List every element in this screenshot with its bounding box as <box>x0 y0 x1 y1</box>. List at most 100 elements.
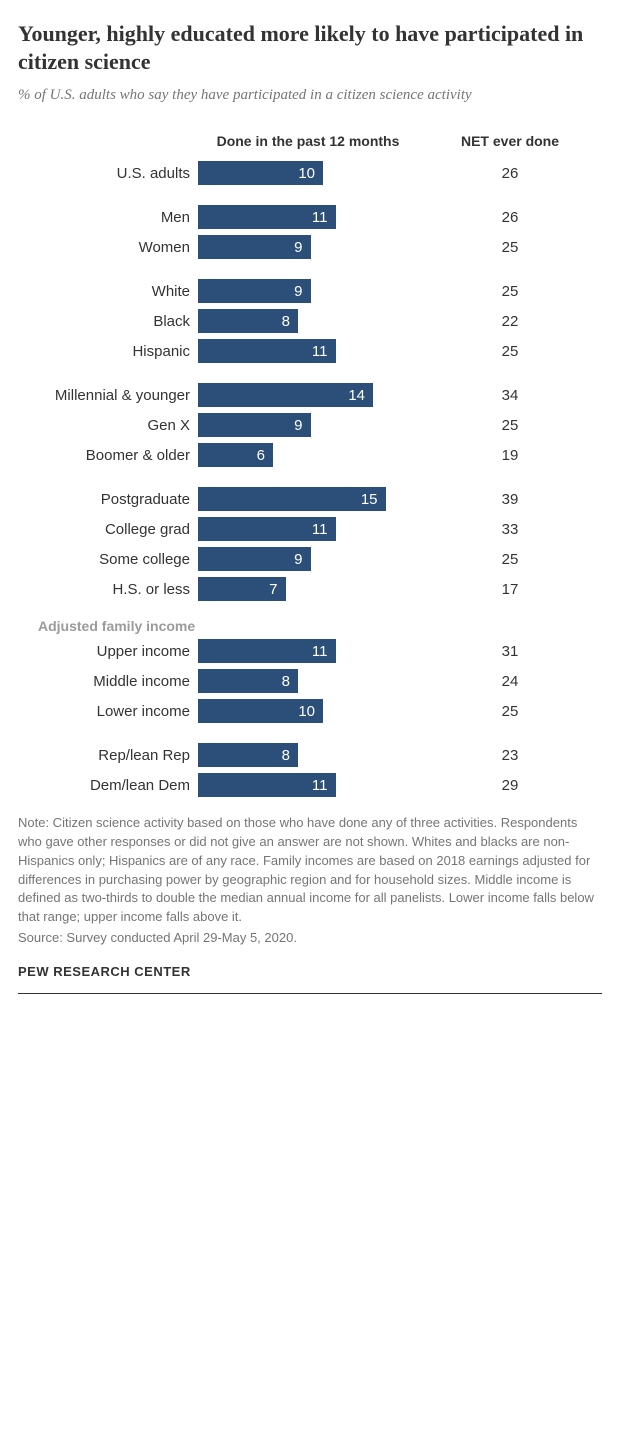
bar-value: 6 <box>257 447 265 464</box>
bar-value: 11 <box>312 343 328 360</box>
bar-value: 10 <box>298 703 315 720</box>
col1-header: Done in the past 12 months <box>198 133 418 150</box>
bar-value: 9 <box>294 239 302 256</box>
bar-cell: 7 <box>198 576 418 602</box>
net-value: 29 <box>418 777 602 794</box>
chart-footer: PEW RESEARCH CENTER <box>18 964 602 979</box>
chart-title: Younger, highly educated more likely to … <box>18 20 602 75</box>
chart-row: Upper income1131 <box>18 636 602 666</box>
chart-source: Source: Survey conducted April 29-May 5,… <box>18 929 602 948</box>
col2-header: NET ever done <box>418 133 602 150</box>
row-label: Millennial & younger <box>18 387 198 404</box>
net-value: 26 <box>418 165 602 182</box>
bar-cell: 11 <box>198 516 418 542</box>
bar-cell: 11 <box>198 204 418 230</box>
bar-value: 11 <box>312 209 328 226</box>
chart-row: Rep/lean Rep 8 23 <box>18 740 602 770</box>
bar-value: 10 <box>298 165 315 182</box>
bar-cell: 10 <box>198 160 418 186</box>
net-value: 22 <box>418 313 602 330</box>
net-value: 19 <box>418 447 602 464</box>
row-label: Some college <box>18 551 198 568</box>
bar: 8 <box>198 669 298 693</box>
chart-group: Men 11 26 Women 9 25 <box>18 202 602 262</box>
bar: 10 <box>198 161 323 185</box>
chart-group: White9 25 Black8 22 Hispanic 11 25 <box>18 276 602 366</box>
bar: 8 <box>198 743 298 767</box>
bar: 11 <box>198 639 336 663</box>
footer-divider <box>18 993 602 994</box>
net-value: 25 <box>418 551 602 568</box>
chart-row: Millennial & younger1434 <box>18 380 602 410</box>
bar: 8 <box>198 309 298 333</box>
chart-row: Hispanic 11 25 <box>18 336 602 366</box>
bar-value: 14 <box>348 387 365 404</box>
chart-row: Men 11 26 <box>18 202 602 232</box>
bar: 9 <box>198 279 311 303</box>
chart-body: U.S. adults1026Men1126Women925White925Bl… <box>18 158 602 800</box>
net-value: 23 <box>418 747 602 764</box>
net-value: 33 <box>418 521 602 538</box>
net-value: 25 <box>418 283 602 300</box>
chart-group: Millennial & younger1434Gen X925Boomer &… <box>18 380 602 470</box>
net-value: 26 <box>418 209 602 226</box>
bar: 9 <box>198 235 311 259</box>
row-label: White <box>18 283 198 300</box>
net-value: 25 <box>418 239 602 256</box>
bar-value: 8 <box>282 673 290 690</box>
row-label: Hispanic <box>18 343 198 360</box>
column-headers: Done in the past 12 months NET ever done <box>18 133 602 150</box>
bar: 11 <box>198 773 336 797</box>
row-label: Men <box>18 209 198 226</box>
chart-row: Some college 9 25 <box>18 544 602 574</box>
row-label: H.S. or less <box>18 581 198 598</box>
bar-cell: 11 <box>198 638 418 664</box>
chart-row: H.S. or less7 17 <box>18 574 602 604</box>
bar-cell: 9 <box>198 278 418 304</box>
chart-group: U.S. adults 10 26 <box>18 158 602 188</box>
chart-row: Boomer & older 6 19 <box>18 440 602 470</box>
chart-subtitle: % of U.S. adults who say they have parti… <box>18 85 602 105</box>
bar-cell: 14 <box>198 382 418 408</box>
bar: 15 <box>198 487 386 511</box>
row-label: Women <box>18 239 198 256</box>
bar-value: 9 <box>294 551 302 568</box>
row-label: Black <box>18 313 198 330</box>
net-value: 39 <box>418 491 602 508</box>
chart-row: U.S. adults 10 26 <box>18 158 602 188</box>
bar-cell: 8 <box>198 308 418 334</box>
net-value: 17 <box>418 581 602 598</box>
bar-cell: 9 <box>198 546 418 572</box>
net-value: 25 <box>418 343 602 360</box>
bar: 9 <box>198 547 311 571</box>
bar-cell: 11 <box>198 338 418 364</box>
chart-group: Rep/lean Rep823Dem/lean Dem1129 <box>18 740 602 800</box>
bar: 10 <box>198 699 323 723</box>
group-heading: Adjusted family income <box>38 618 602 634</box>
bar-cell: 11 <box>198 772 418 798</box>
chart-row: Postgraduate1539 <box>18 484 602 514</box>
bar-cell: 8 <box>198 742 418 768</box>
chart-group: Postgraduate1539College grad1133Some col… <box>18 484 602 604</box>
bar-value: 8 <box>282 747 290 764</box>
chart-row: Women 9 25 <box>18 232 602 262</box>
bar: 11 <box>198 339 336 363</box>
row-label: Boomer & older <box>18 447 198 464</box>
chart-row: Gen X925 <box>18 410 602 440</box>
chart-row: Middle income824 <box>18 666 602 696</box>
chart-row: Lower income1025 <box>18 696 602 726</box>
chart-row: Dem/lean Dem1129 <box>18 770 602 800</box>
row-label: Lower income <box>18 703 198 720</box>
chart-row: White9 25 <box>18 276 602 306</box>
row-label: Upper income <box>18 643 198 660</box>
bar: 7 <box>198 577 286 601</box>
bar-value: 11 <box>312 521 328 538</box>
row-label: U.S. adults <box>18 165 198 182</box>
bar-cell: 9 <box>198 412 418 438</box>
bar-cell: 15 <box>198 486 418 512</box>
bar-value: 9 <box>294 417 302 434</box>
row-label: Rep/lean Rep <box>18 747 198 764</box>
bar-value: 15 <box>361 491 378 508</box>
row-label: College grad <box>18 521 198 538</box>
bar-cell: 6 <box>198 442 418 468</box>
